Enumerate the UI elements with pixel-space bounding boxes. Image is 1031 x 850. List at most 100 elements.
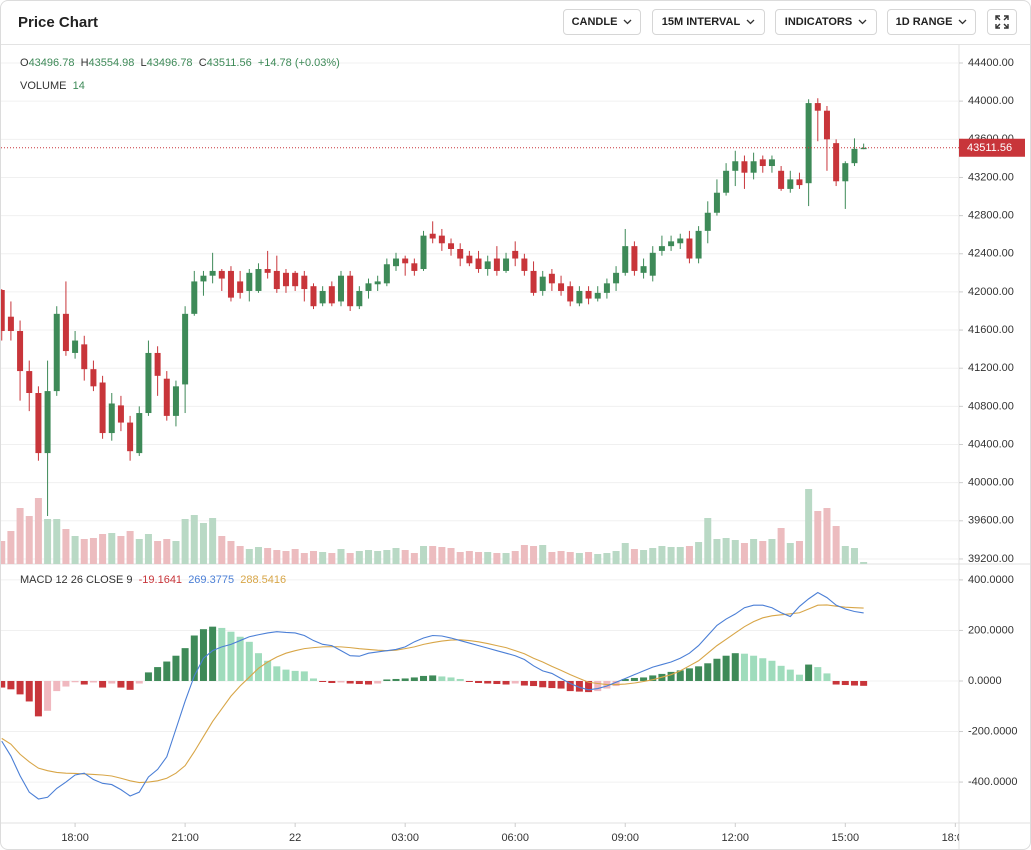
candle-body (35, 393, 42, 454)
histogram-bar (814, 667, 822, 681)
volume-bar (502, 553, 510, 564)
x-tick-label: 18:00 (942, 832, 970, 844)
candle-body (842, 163, 849, 182)
histogram-bar (34, 680, 42, 717)
fullscreen-button[interactable] (987, 9, 1017, 35)
y-tick-label: 39600.00 (968, 515, 1014, 527)
x-tick-label: 18:00 (61, 832, 89, 844)
volume-bar (695, 542, 703, 564)
histogram-bar (71, 680, 79, 683)
volume-bar (144, 534, 152, 564)
histogram-bar (337, 680, 345, 683)
volume-bar (236, 546, 244, 564)
volume-bar (365, 550, 373, 564)
histogram-bar (181, 648, 189, 681)
legend-value: -19.1641 (138, 574, 183, 586)
histogram-bar (227, 631, 235, 681)
volume-bar (630, 549, 638, 564)
candle-body (145, 352, 152, 414)
histogram-bar (108, 680, 116, 684)
y-tick-label: 44400.00 (968, 57, 1014, 69)
interval-button[interactable]: 15M INTERVAL (652, 9, 765, 35)
histogram-bar (447, 677, 455, 681)
histogram-bar (640, 677, 648, 681)
histogram-bar (777, 665, 785, 681)
candle-body (200, 275, 207, 282)
volume-bar (841, 546, 849, 564)
candle-body (255, 269, 262, 291)
volume-bar (612, 551, 620, 564)
candle-body (72, 340, 79, 353)
histogram-bar (99, 680, 107, 688)
volume-bar (823, 508, 831, 564)
candle-body (493, 258, 500, 271)
histogram-bar (89, 680, 97, 683)
candle-body (631, 246, 638, 271)
histogram-bar (429, 675, 437, 681)
volume-bar (199, 523, 207, 564)
volume-bar (245, 549, 253, 564)
histogram-bar (713, 658, 721, 681)
histogram-bar (539, 680, 547, 688)
histogram-bar (484, 680, 492, 684)
legend-value: 43554.98 (88, 57, 135, 69)
macd-legend: MACD 12 26 CLOSE 9 -19.1641 269.3775 288… (20, 574, 286, 586)
candle-body (347, 275, 354, 307)
legend-key: H (80, 57, 89, 69)
candle-body (787, 179, 794, 189)
candle-body (640, 266, 647, 273)
volume-bar (814, 511, 822, 564)
volume-bar (44, 519, 52, 564)
volume-bar (282, 551, 290, 564)
volume-bar (465, 551, 473, 564)
volume-bar (475, 552, 483, 564)
volume-bar (89, 538, 97, 564)
volume-bar (34, 498, 42, 564)
histogram-bar (264, 660, 272, 681)
histogram-bar (190, 635, 198, 681)
histogram-bar (410, 677, 418, 681)
chart-type-button[interactable]: CANDLE (563, 9, 641, 35)
indicators-button[interactable]: INDICATORS (775, 9, 877, 35)
candle-body (613, 272, 620, 284)
histogram-bar (438, 676, 446, 681)
volume-bar (328, 553, 336, 564)
candle-body (227, 270, 234, 298)
candle-body (448, 243, 455, 249)
volume-bar (860, 562, 868, 564)
histogram-bar (750, 655, 758, 681)
histogram-bar (218, 627, 226, 681)
volume-bar (172, 541, 180, 564)
chevron (623, 19, 632, 25)
volume-bar (117, 536, 125, 564)
histogram-bar (841, 680, 849, 686)
legend-key: L (140, 57, 147, 69)
histogram-bar (117, 680, 125, 688)
volume-bar (520, 545, 528, 564)
legend-value: 43496.78 (146, 57, 193, 69)
volume-bar (135, 539, 143, 564)
histogram-bar (401, 678, 409, 681)
histogram-bar (254, 653, 262, 681)
histogram-bar (585, 680, 593, 693)
histogram-bar (209, 626, 217, 681)
volume-bar (805, 489, 813, 564)
range-button[interactable]: 1D RANGE (887, 9, 976, 35)
volume-bar (300, 553, 308, 564)
candle-body (172, 386, 179, 416)
candle-body (328, 286, 335, 304)
candle-body (805, 103, 812, 184)
histogram-bar (805, 664, 813, 681)
volume-bar (25, 516, 33, 564)
button-label: CANDLE (571, 16, 618, 28)
volume-bar (585, 552, 593, 564)
volume-bar (658, 546, 666, 564)
legend-key: VOLUME (20, 80, 67, 92)
candle-body (310, 286, 317, 307)
volume-bar (401, 550, 409, 564)
y-tick-label: 42000.00 (968, 286, 1014, 298)
candle-body (438, 235, 445, 244)
histogram-bar (860, 680, 868, 686)
